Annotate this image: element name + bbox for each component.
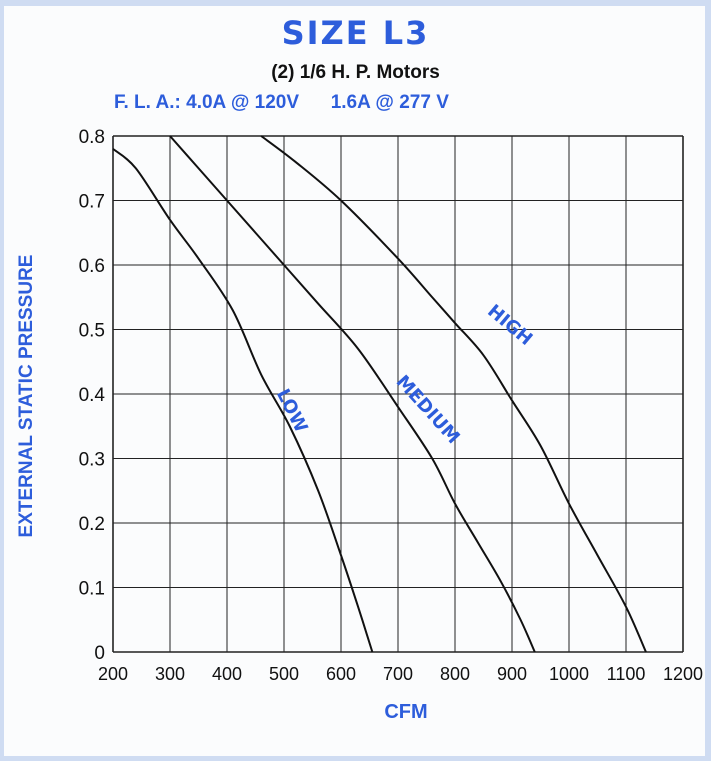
chart-subtitle: (2) 1/6 H. P. Motors bbox=[271, 62, 440, 83]
y-tick-label-0.2: 0.2 bbox=[79, 514, 105, 535]
x-tick-label-200: 200 bbox=[98, 664, 128, 684]
x-tick-label-700: 700 bbox=[383, 664, 413, 684]
x-tick-label-800: 800 bbox=[440, 664, 470, 684]
fla-line: F. L. A.: 4.0A @ 120V 1.6A @ 277 V bbox=[114, 92, 449, 114]
curve-high bbox=[260, 135, 647, 653]
chart-title: SIZE L3 bbox=[281, 14, 430, 52]
curve-medium bbox=[169, 135, 536, 653]
y-tick-label-0.8: 0.8 bbox=[79, 127, 105, 148]
grid bbox=[112, 135, 684, 653]
x-tick-label-1000: 1000 bbox=[549, 664, 589, 684]
series-label-low: LOW bbox=[272, 386, 312, 437]
y-tick-label-0.5: 0.5 bbox=[79, 321, 105, 342]
x-tick-labels: 200 300 400 500 600 700 800 900 1000 1100 1200 bbox=[98, 664, 703, 684]
x-tick-label-900: 900 bbox=[497, 664, 527, 684]
curves bbox=[112, 135, 647, 653]
x-tick-label-1200: 1200 bbox=[663, 664, 703, 684]
x-tick-label-300: 300 bbox=[155, 664, 185, 684]
y-tick-labels: 0 0.1 0.2 0.3 0.4 0.5 0.6 0.7 0.8 bbox=[79, 127, 106, 664]
y-tick-label-0.3: 0.3 bbox=[79, 450, 105, 471]
x-tick-label-1100: 1100 bbox=[607, 664, 646, 684]
x-tick-label-500: 500 bbox=[269, 664, 299, 684]
y-tick-label-0.4: 0.4 bbox=[79, 385, 106, 406]
curve-low bbox=[112, 148, 374, 653]
y-tick-label-0.1: 0.1 bbox=[79, 579, 105, 600]
series-label-medium: MEDIUM bbox=[392, 371, 464, 448]
fla-277v: 1.6A @ 277 V bbox=[330, 92, 449, 113]
fla-120v: F. L. A.: 4.0A @ 120V bbox=[114, 92, 300, 113]
x-tick-label-600: 600 bbox=[326, 664, 356, 684]
y-tick-label-0: 0 bbox=[94, 643, 105, 664]
y-tick-label-0.7: 0.7 bbox=[79, 192, 105, 213]
series-label-high: HIGH bbox=[483, 301, 536, 350]
chart-panel bbox=[4, 6, 705, 756]
x-axis-label: CFM bbox=[384, 701, 427, 723]
y-axis-label: EXTERNAL STATIC PRESSURE bbox=[16, 255, 37, 538]
y-tick-label-0.6: 0.6 bbox=[79, 256, 105, 277]
x-tick-label-400: 400 bbox=[212, 664, 242, 684]
